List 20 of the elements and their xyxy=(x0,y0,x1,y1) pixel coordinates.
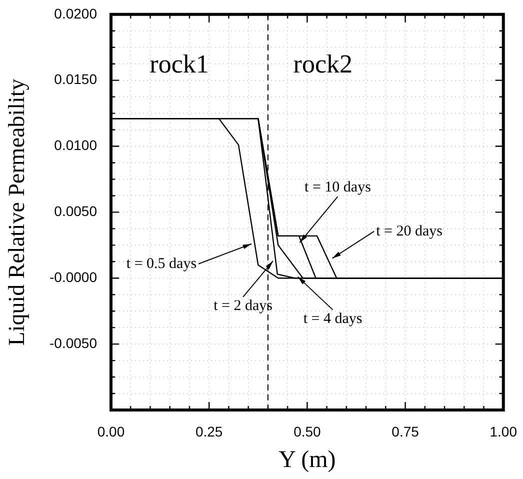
annotation: t = 20 days xyxy=(376,223,443,240)
x-tick-label: 0.75 xyxy=(392,423,420,440)
y-axis-title: Liquid Relative Permeability xyxy=(4,78,29,346)
y-tick-label: 0.0150 xyxy=(54,71,98,88)
y-tick-label: -0.0000 xyxy=(50,268,98,285)
y-tick-label: -0.0050 xyxy=(50,334,98,351)
x-tick-label: 0.50 xyxy=(294,423,322,440)
y-tick-label: 0.0050 xyxy=(54,203,98,220)
x-tick-label: 0.25 xyxy=(195,423,223,440)
y-tick-label: 0.0100 xyxy=(54,137,98,154)
annotation: rock1 xyxy=(150,50,209,79)
y-tick-label: 0.0200 xyxy=(54,5,98,22)
annotation: t = 10 days xyxy=(304,179,372,196)
annotation: rock2 xyxy=(293,50,352,79)
annotation: t = 2 days xyxy=(214,298,273,314)
x-axis-title: Y (m) xyxy=(278,446,336,473)
x-tick-label: 0.00 xyxy=(97,423,125,440)
annotation: t = 0.5 days xyxy=(126,256,197,272)
x-tick-label: 1.00 xyxy=(490,423,518,440)
annotation: t = 4 days xyxy=(303,310,362,327)
